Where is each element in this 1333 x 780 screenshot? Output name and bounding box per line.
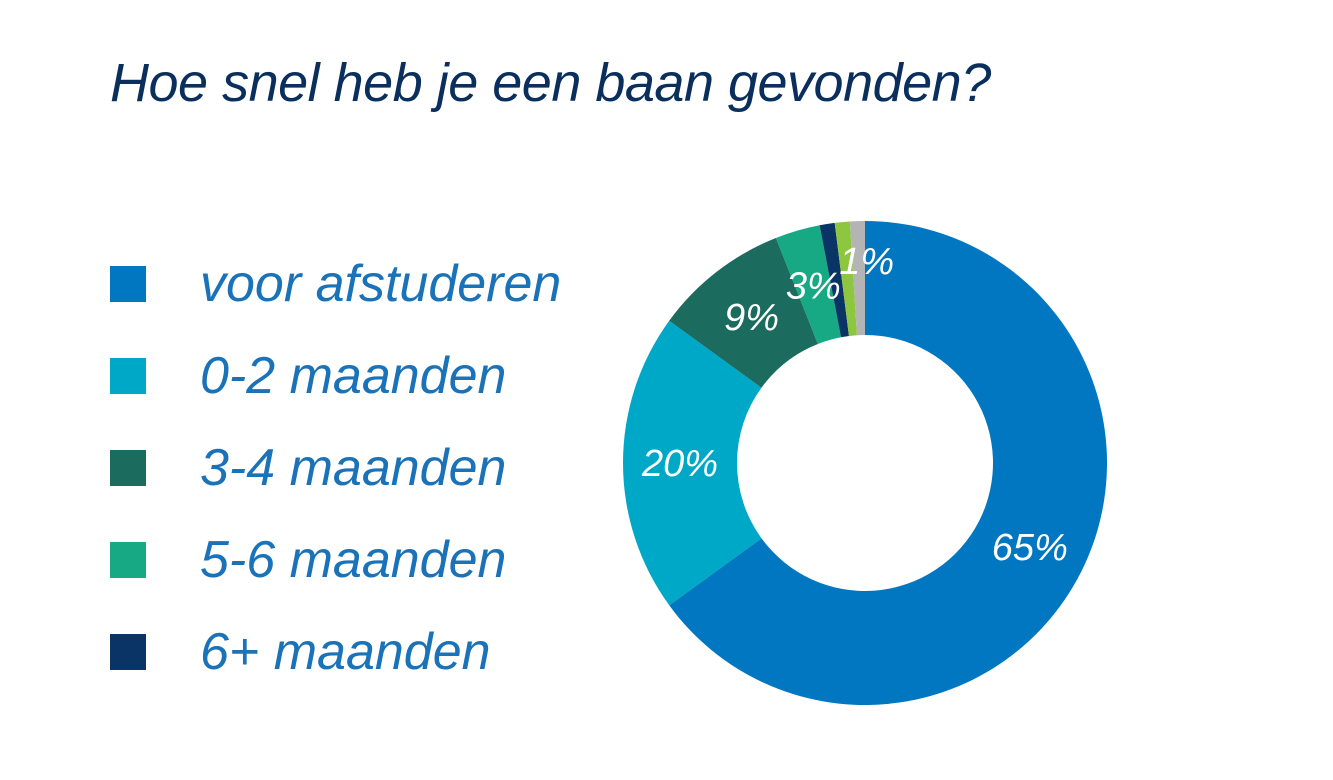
legend-item-3-4-maanden: 3-4 maanden <box>110 422 561 514</box>
legend-item-6-plus-maanden: 6+ maanden <box>110 606 561 698</box>
legend: voor afstuderen 0-2 maanden 3-4 maanden … <box>110 238 561 698</box>
legend-swatch <box>110 358 146 394</box>
legend-label: 3-4 maanden <box>200 439 507 497</box>
legend-item-voor-afstuderen: voor afstuderen <box>110 238 561 330</box>
donut-chart-svg: 65% 20% 9%3%1% <box>623 221 1107 705</box>
data-label: 20% <box>641 443 718 485</box>
legend-label: 0-2 maanden <box>200 347 507 405</box>
donut-slice-other <box>834 221 857 337</box>
donut-slice-6-plus-maanden <box>819 222 849 338</box>
legend-swatch <box>110 450 146 486</box>
legend-item-0-2-maanden: 0-2 maanden <box>110 330 561 422</box>
legend-label: voor afstuderen <box>200 255 562 313</box>
legend-label: 6+ maanden <box>200 623 491 681</box>
chart-title: Hoe snel heb je een baan gevonden? <box>110 53 991 113</box>
donut-chart: 65% 20% 9% 3% 1% <box>600 200 1130 730</box>
donut-slice-5-6-maanden <box>775 225 842 344</box>
donut-slice-other <box>849 221 865 336</box>
data-label: 1% <box>839 241 894 283</box>
legend-item-5-6-maanden: 5-6 maanden <box>110 514 561 606</box>
donut-slice-3-4-maanden <box>669 237 818 388</box>
donut-slice-0-2-maanden <box>623 320 762 606</box>
data-label: 65% <box>992 527 1068 569</box>
donut-slice-voor-afstuderen <box>669 221 1107 705</box>
data-label: 3% <box>786 265 841 307</box>
legend-swatch <box>110 542 146 578</box>
legend-swatch <box>110 634 146 670</box>
legend-swatch <box>110 266 146 302</box>
data-label: 9% <box>724 297 779 339</box>
legend-label: 5-6 maanden <box>200 531 507 589</box>
